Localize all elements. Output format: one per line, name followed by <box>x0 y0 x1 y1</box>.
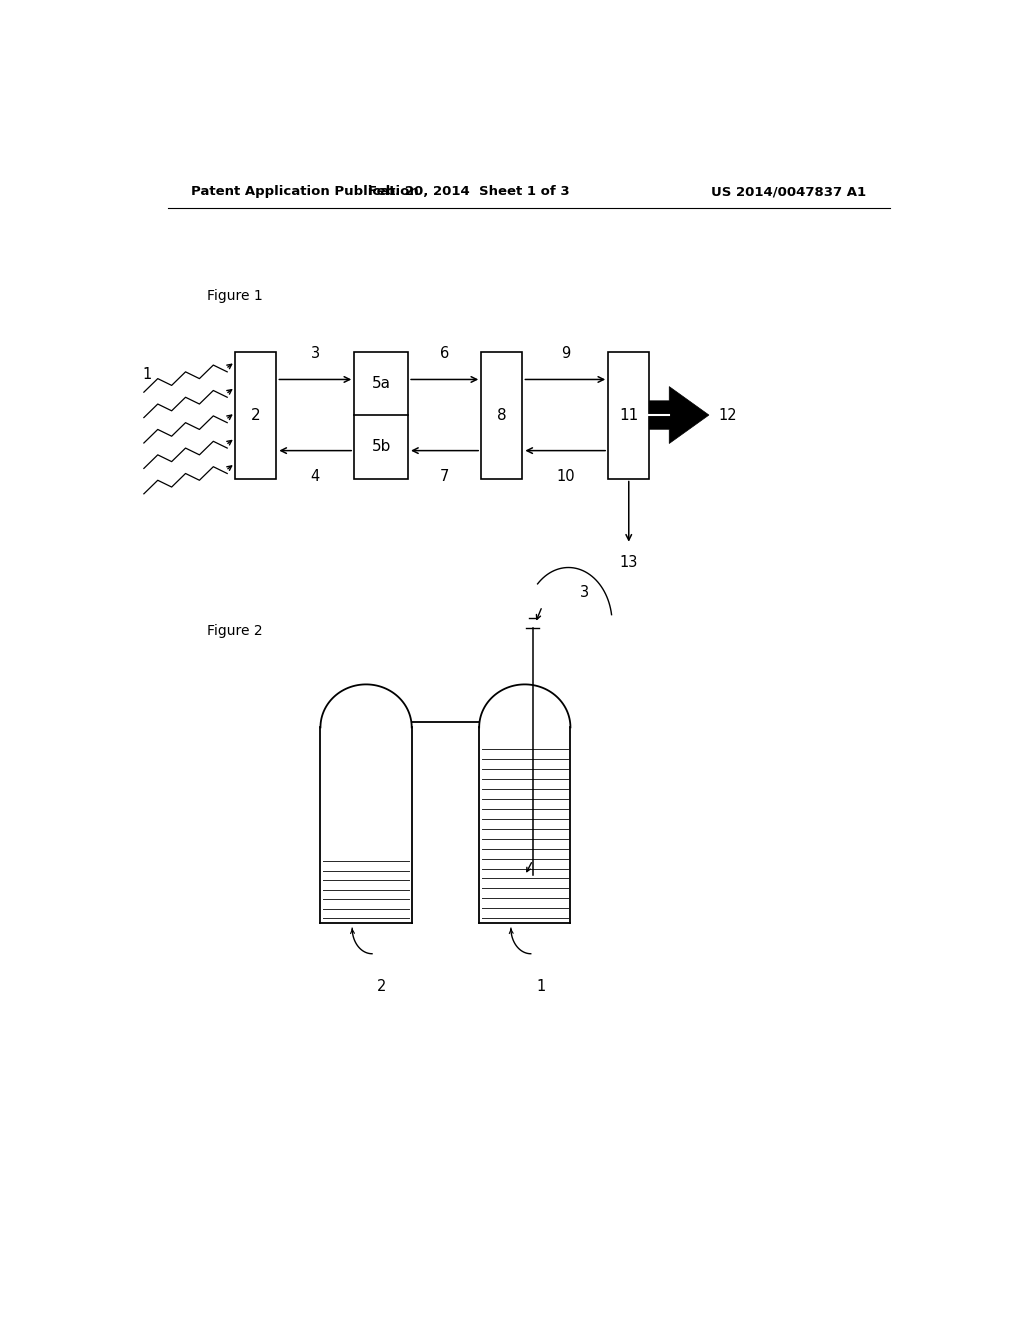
Text: Figure 1: Figure 1 <box>207 289 263 302</box>
Polygon shape <box>649 387 709 444</box>
Bar <box>481 351 522 479</box>
Text: 3: 3 <box>310 346 319 362</box>
Text: 5b: 5b <box>372 440 391 454</box>
Text: 2: 2 <box>377 979 387 994</box>
Text: 1: 1 <box>142 367 152 383</box>
Text: Patent Application Publication: Patent Application Publication <box>191 185 419 198</box>
Bar <box>236 351 276 479</box>
Text: Feb. 20, 2014  Sheet 1 of 3: Feb. 20, 2014 Sheet 1 of 3 <box>369 185 570 198</box>
Bar <box>608 351 649 479</box>
Text: 2: 2 <box>251 408 260 422</box>
Text: 12: 12 <box>719 408 737 422</box>
Text: 6: 6 <box>440 346 450 362</box>
Text: US 2014/0047837 A1: US 2014/0047837 A1 <box>711 185 866 198</box>
Text: 10: 10 <box>556 469 574 484</box>
Text: Figure 2: Figure 2 <box>207 624 263 638</box>
Bar <box>354 351 409 479</box>
Text: 4: 4 <box>310 469 319 484</box>
Text: 5a: 5a <box>372 376 391 391</box>
Text: 13: 13 <box>620 554 638 570</box>
Text: 3: 3 <box>581 585 590 601</box>
Text: 8: 8 <box>497 408 507 422</box>
Text: 9: 9 <box>561 346 570 362</box>
Text: 7: 7 <box>440 469 450 484</box>
Text: 11: 11 <box>620 408 638 422</box>
Text: 1: 1 <box>536 979 546 994</box>
